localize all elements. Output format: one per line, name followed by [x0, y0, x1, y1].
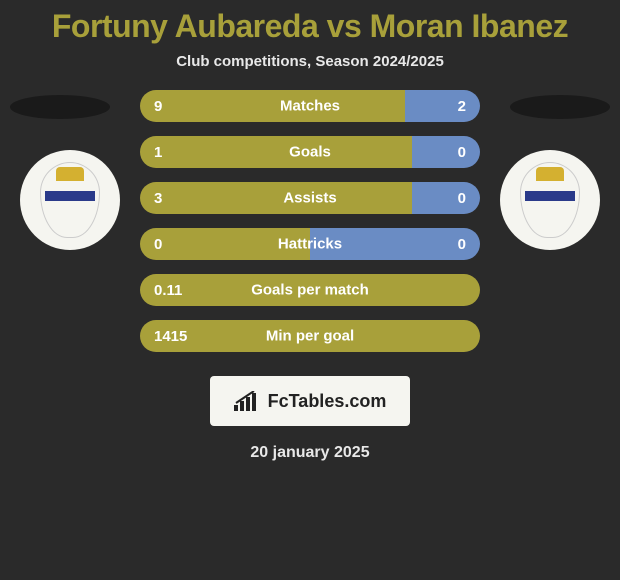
stat-label: Goals per match — [251, 282, 369, 299]
source-label: FcTables.com — [268, 391, 387, 412]
stat-row: 1 0 Goals — [140, 136, 480, 168]
crest-shield-icon — [40, 162, 100, 238]
stat-row: 3 0 Assists — [140, 182, 480, 214]
stat-left-value: 9 — [154, 98, 162, 115]
stat-right-value: 0 — [458, 236, 466, 253]
crest-crown-icon — [536, 167, 564, 181]
crest-band-icon — [45, 191, 95, 201]
stat-row: 1415 Min per goal — [140, 320, 480, 352]
stat-left-value: 1415 — [154, 328, 187, 345]
player-left-shadow — [10, 95, 110, 119]
source-logo: FcTables.com — [210, 376, 410, 426]
stat-left-segment: 3 — [140, 182, 412, 214]
stat-left-value: 0 — [154, 236, 162, 253]
crest-band-icon — [525, 191, 575, 201]
crest-shield-icon — [520, 162, 580, 238]
stat-label: Min per goal — [266, 328, 354, 345]
stat-left-segment: 1 — [140, 136, 412, 168]
stat-row: 0 0 Hattricks — [140, 228, 480, 260]
fctables-icon — [234, 391, 262, 411]
stat-label: Hattricks — [278, 236, 342, 253]
stat-left-value: 1 — [154, 144, 162, 161]
stat-right-value: 2 — [458, 98, 466, 115]
stat-bars: 9 2 Matches 1 0 Goals 3 0 Assists 0 0 Hattricks 0.11… — [140, 90, 480, 352]
stat-right-segment: 2 — [405, 90, 480, 122]
stat-right-segment: 0 — [412, 182, 480, 214]
stat-label: Goals — [289, 144, 331, 161]
stat-row: 0.11 Goals per match — [140, 274, 480, 306]
stat-label: Matches — [280, 98, 340, 115]
stat-right-value: 0 — [458, 190, 466, 207]
stat-left-segment: 9 — [140, 90, 405, 122]
club-crest-left — [20, 150, 120, 250]
stat-right-segment: 0 — [412, 136, 480, 168]
player-right-shadow — [510, 95, 610, 119]
club-crest-right — [500, 150, 600, 250]
report-date: 20 january 2025 — [0, 444, 620, 462]
stat-left-value: 3 — [154, 190, 162, 207]
page-title: Fortuny Aubareda vs Moran Ibanez — [0, 0, 620, 45]
stat-right-value: 0 — [458, 144, 466, 161]
comparison-arena: 9 2 Matches 1 0 Goals 3 0 Assists 0 0 Hattricks 0.11… — [0, 90, 620, 352]
subtitle: Club competitions, Season 2024/2025 — [0, 53, 620, 70]
crest-crown-icon — [56, 167, 84, 181]
stat-row: 9 2 Matches — [140, 90, 480, 122]
stat-label: Assists — [283, 190, 336, 207]
stat-left-value: 0.11 — [154, 282, 182, 299]
